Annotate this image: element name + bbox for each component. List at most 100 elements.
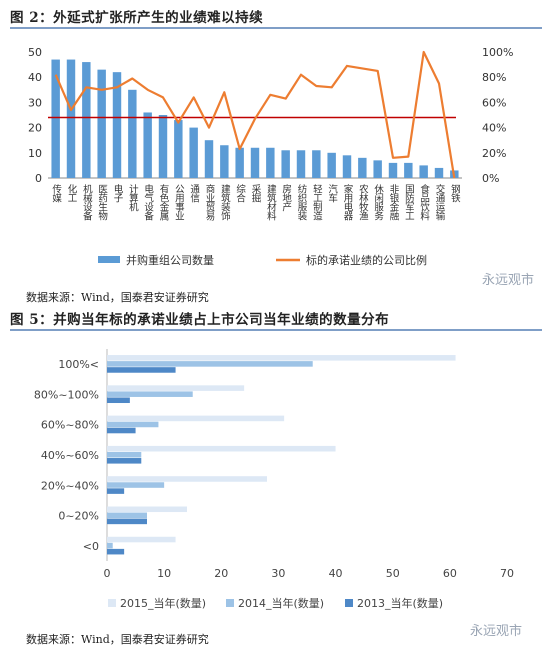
category-tick-label: 机械设备 bbox=[81, 183, 93, 221]
right-axis-tick-label: 40% bbox=[482, 122, 506, 135]
figure2-title: 图 5：并购当年标的承诺业绩占上市公司当年业绩的数量分布 bbox=[10, 312, 390, 328]
category-tick-label: 60%~80% bbox=[41, 419, 99, 432]
bar bbox=[107, 385, 245, 391]
bar bbox=[143, 112, 152, 178]
category-tick-label: 医药生物 bbox=[96, 184, 108, 221]
right-axis-tick-label: 80% bbox=[482, 71, 506, 84]
bar bbox=[404, 162, 413, 178]
bar bbox=[107, 361, 313, 367]
bar bbox=[51, 59, 60, 178]
category-tick-label: 电子 bbox=[112, 183, 124, 202]
left-axis-tick-label: 30 bbox=[28, 96, 42, 109]
figure1-watermark: 永远观市 bbox=[482, 273, 535, 288]
bar bbox=[388, 162, 398, 178]
category-tick-label: 通信 bbox=[188, 184, 200, 203]
x-axis-tick-label: 60 bbox=[443, 567, 457, 580]
legend-label-bars: 并购重组公司数量 bbox=[126, 253, 214, 267]
right-axis-tick-label: 100% bbox=[482, 46, 513, 59]
category-tick-label: 建筑材料 bbox=[265, 183, 277, 221]
line-series bbox=[54, 50, 456, 179]
legend-label-line: 标的承诺业绩的公司比例 bbox=[306, 253, 427, 267]
bar bbox=[107, 427, 136, 434]
bar bbox=[327, 152, 336, 178]
category-tick-label: 采掘 bbox=[250, 184, 262, 203]
right-axis-tick-label: 0% bbox=[482, 172, 499, 185]
bar bbox=[107, 482, 165, 488]
figure2-chart: 0 10 20 30 40 50 60 70 100%< 80%~100% 60%~80% 40%~6… bbox=[34, 349, 514, 610]
bar bbox=[158, 115, 168, 178]
x-axis-tick-label: 20 bbox=[214, 567, 228, 580]
category-tick-label: 建筑装饰 bbox=[219, 183, 231, 221]
category-tick-label: 家用电器 bbox=[342, 183, 354, 220]
category-tick-label: <0 bbox=[83, 540, 99, 553]
bar bbox=[281, 150, 290, 178]
bar bbox=[266, 147, 275, 178]
figure2-title-rule bbox=[10, 329, 542, 331]
bar bbox=[296, 150, 306, 178]
figure1-chart: 0 10 20 30 40 50 0% 20% 40% 60% 80% 100% 传媒 化工 机械设备 医药生… bbox=[28, 46, 513, 267]
legend-swatch-bars bbox=[98, 256, 120, 263]
bar bbox=[204, 140, 214, 178]
category-tick-label: 交通运输 bbox=[434, 183, 446, 221]
x-axis-tick-label: 70 bbox=[500, 567, 514, 580]
category-tick-label: 传媒 bbox=[50, 183, 62, 203]
bar bbox=[373, 160, 382, 178]
bar bbox=[434, 167, 444, 178]
category-tick-label: 轻工制造 bbox=[311, 183, 323, 221]
bar bbox=[235, 147, 244, 178]
bar bbox=[419, 165, 428, 178]
legend-swatch bbox=[108, 599, 116, 607]
bar bbox=[107, 391, 193, 397]
category-tick-label: 国防军工 bbox=[403, 184, 415, 220]
bar bbox=[220, 145, 229, 178]
bar bbox=[107, 476, 267, 482]
figure1-source: 数据来源：Wind，国泰君安证券研究 bbox=[26, 291, 209, 304]
bar bbox=[97, 69, 106, 178]
bar bbox=[107, 548, 125, 555]
x-axis-tick-label: 50 bbox=[386, 567, 400, 580]
bar bbox=[82, 62, 91, 178]
legend-label: 2014_当年(数量) bbox=[238, 596, 324, 610]
category-tick-label: 钢铁 bbox=[449, 183, 461, 203]
legend-swatch bbox=[226, 599, 234, 607]
category-tick-label: 综合 bbox=[234, 183, 246, 203]
category-tick-label: 20%~40% bbox=[41, 479, 99, 492]
bar bbox=[107, 542, 113, 549]
left-axis-tick-label: 40 bbox=[28, 71, 42, 84]
category-tick-label: 40%~60% bbox=[41, 449, 99, 462]
figure2-watermark: 永远观市 bbox=[470, 624, 523, 639]
category-tick-label: 非银金融 bbox=[388, 183, 400, 221]
bar bbox=[107, 506, 187, 513]
category-tick-label: 公用事业 bbox=[173, 184, 185, 220]
category-tick-label: 房地产 bbox=[280, 183, 292, 212]
bar bbox=[107, 445, 336, 452]
x-axis-tick-label: 30 bbox=[271, 567, 285, 580]
category-tick-label: 计算机 bbox=[127, 183, 139, 212]
legend-label: 2015_当年(数量) bbox=[120, 596, 206, 610]
figure1-title-rule bbox=[10, 27, 542, 29]
bar bbox=[174, 120, 183, 178]
bar bbox=[66, 59, 76, 178]
category-tick-label: 农林牧渔 bbox=[357, 183, 369, 220]
category-tick-label: 有色金属 bbox=[158, 183, 170, 221]
bar bbox=[128, 89, 137, 178]
right-axis-tick-label: 60% bbox=[482, 96, 506, 109]
bar bbox=[342, 155, 352, 178]
category-tick-label: 0~20% bbox=[58, 510, 99, 523]
left-axis-tick-label: 20 bbox=[28, 122, 42, 135]
legend-swatch bbox=[345, 599, 353, 607]
left-axis-tick-label: 10 bbox=[28, 147, 42, 160]
category-tick-label: 电气设备 bbox=[142, 183, 154, 221]
bar bbox=[189, 127, 198, 178]
figure2-source: 数据来源：Wind，国泰君安证券研究 bbox=[26, 633, 209, 646]
bar bbox=[107, 488, 125, 494]
bar bbox=[250, 147, 260, 178]
category-tick-label: 化工 bbox=[66, 183, 78, 202]
bar bbox=[107, 458, 142, 464]
category-tick-label: 汽车 bbox=[326, 183, 338, 203]
left-axis-tick-label: 0 bbox=[35, 172, 42, 185]
category-tick-label: 纺织服装 bbox=[296, 183, 308, 221]
category-tick-label: 100%< bbox=[58, 358, 99, 371]
bar bbox=[312, 150, 321, 178]
category-tick-label: 食品饮料 bbox=[418, 183, 430, 221]
